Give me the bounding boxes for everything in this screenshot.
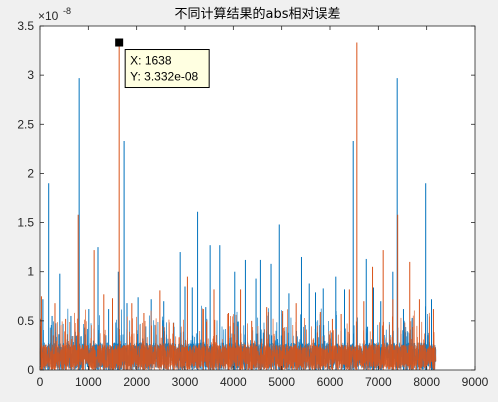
datatip-x-text: X: 1638 (130, 54, 172, 68)
y-tick-label: 1 (27, 265, 34, 279)
axes-box (39, 25, 476, 371)
y-tick-label: 0.5 (17, 314, 34, 328)
datatip-y-text: Y: 3.332e-08 (130, 70, 198, 84)
x-tick-label: 5000 (268, 375, 295, 389)
y-tick-label: 0 (27, 363, 34, 377)
x-tick-label: 1000 (75, 375, 102, 389)
y-exponent-label: ×10 (38, 9, 59, 23)
x-tick-label: 0 (37, 375, 44, 389)
series-2-line (39, 308, 437, 371)
y-tick-label: 2 (27, 166, 34, 180)
x-tick-label: 8000 (413, 375, 440, 389)
x-tick-label: 6000 (317, 375, 344, 389)
x-tick-label: 3000 (172, 375, 199, 389)
y-tick-label: 2.5 (17, 117, 34, 131)
y-tick-label: 3.5 (17, 19, 34, 33)
y-tick-label: 3 (27, 68, 34, 82)
chart-title: 不同计算结果的abs相对误差 (175, 6, 341, 22)
x-tick-label: 7000 (365, 375, 392, 389)
datatip-box[interactable] (124, 49, 210, 89)
datatip-marker[interactable] (115, 38, 124, 47)
x-tick-label: 4000 (220, 375, 247, 389)
x-tick-label: 2000 (123, 375, 150, 389)
y-exponent-power: -8 (63, 6, 71, 16)
y-tick-label: 1.5 (17, 216, 34, 230)
x-tick-label: 9000 (462, 375, 489, 389)
